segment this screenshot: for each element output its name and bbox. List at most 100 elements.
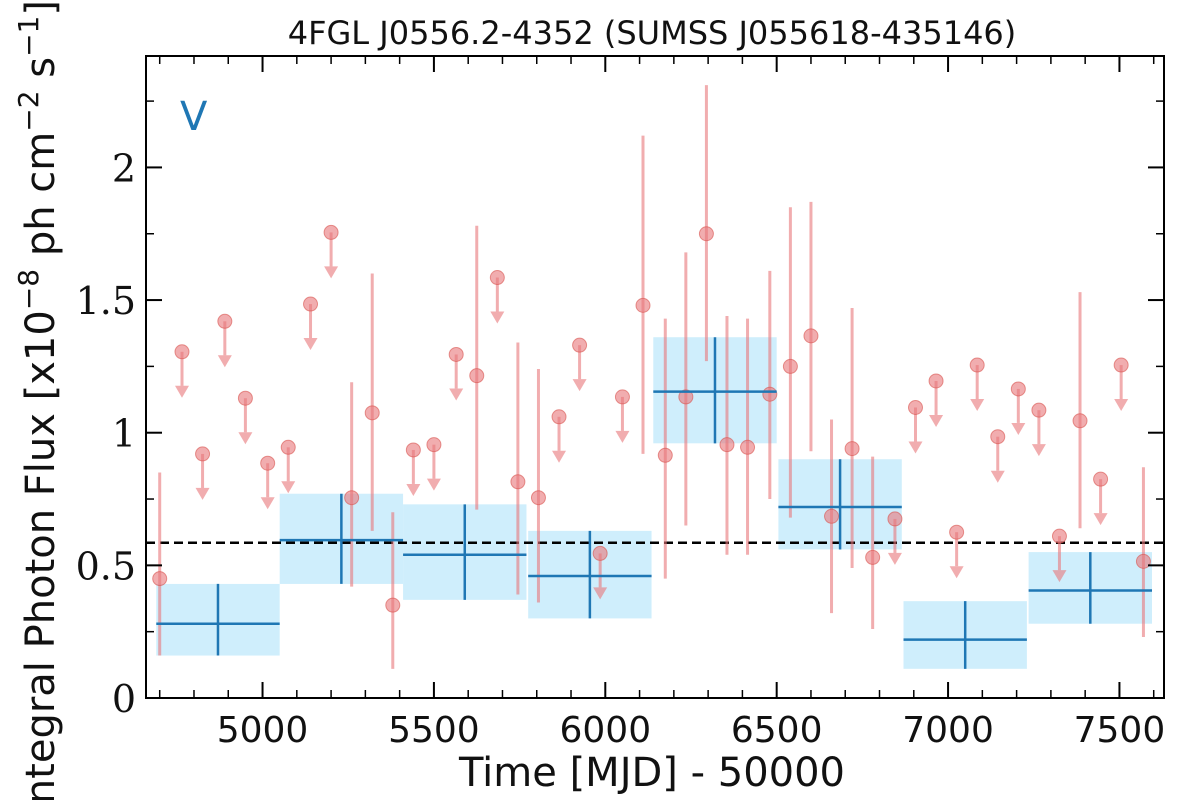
upper-limit-markers xyxy=(174,224,1129,600)
upper-limit-point-0 xyxy=(174,344,190,360)
upper-limit-arrowhead-25 xyxy=(1093,513,1108,526)
upper-limit-point-12 xyxy=(551,409,567,425)
detection-point-17 xyxy=(844,441,860,457)
upper-limit-arrowhead-26 xyxy=(1114,399,1129,412)
upper-limit-point-26 xyxy=(1113,357,1129,373)
upper-limit-point-15 xyxy=(614,389,630,405)
upper-limit-point-24 xyxy=(1051,528,1067,544)
upper-limit-arrowhead-20 xyxy=(970,399,985,412)
binned-uncertainty-bands xyxy=(156,337,1153,669)
upper-limit-point-13 xyxy=(572,337,588,353)
upper-limit-point-6 xyxy=(303,296,319,312)
chart-title: 4FGL J0556.2-4352 (SUMSS J055618-435146) xyxy=(288,14,1017,52)
upper-limit-point-19 xyxy=(949,524,965,540)
x-tick-label-4: 7000 xyxy=(902,710,994,751)
upper-limit-arrowhead-22 xyxy=(1011,422,1026,435)
detection-point-18 xyxy=(865,549,881,565)
upper-limit-arrowhead-9 xyxy=(426,478,441,491)
upper-limit-point-3 xyxy=(237,390,253,406)
upper-limit-arrowhead-8 xyxy=(406,483,421,496)
upper-limit-arrowhead-7 xyxy=(324,266,339,279)
detection-point-10 xyxy=(698,226,714,242)
x-tick-label-1: 5500 xyxy=(388,710,480,751)
upper-limit-arrowhead-24 xyxy=(1052,570,1067,583)
y-tick-label-2: 1 xyxy=(112,412,136,456)
upper-limit-point-17 xyxy=(907,400,923,416)
detection-point-4 xyxy=(469,368,485,384)
upper-limit-point-23 xyxy=(1031,402,1047,418)
upper-limit-arrowhead-18 xyxy=(929,414,944,427)
detection-point-1 xyxy=(344,490,360,506)
upper-limit-arrowhead-2 xyxy=(217,355,232,368)
upper-limit-arrowhead-3 xyxy=(238,432,253,445)
upper-limit-arrowhead-11 xyxy=(490,311,505,324)
upper-limit-point-20 xyxy=(969,357,985,373)
y-tick-label-4: 2 xyxy=(112,146,136,190)
x-tick-label-2: 6000 xyxy=(559,710,651,751)
y-axis-label-s: s xyxy=(18,57,64,91)
plot-frame xyxy=(145,55,1165,699)
detection-point-16 xyxy=(824,508,840,524)
upper-limit-point-25 xyxy=(1093,471,1109,487)
axis-tick-labels: 5000 5500 6000 6500 7000 7500 0 0.5 1 1.5 2 xyxy=(76,146,1166,751)
upper-limit-arrowhead-10 xyxy=(449,388,464,401)
upper-limit-arrowhead-12 xyxy=(552,450,567,463)
upper-limit-point-10 xyxy=(448,346,464,362)
detection-point-6 xyxy=(530,490,546,506)
upper-limit-point-21 xyxy=(990,429,1006,445)
detection-point-13 xyxy=(762,386,778,402)
y-tick-label-3: 1.5 xyxy=(76,279,136,323)
band-label: V xyxy=(180,94,208,140)
y-axis-label-end: ] xyxy=(18,0,64,16)
detection-point-0 xyxy=(152,571,168,587)
y-axis-label-sup-3: −1 xyxy=(12,16,45,57)
upper-limit-arrowhead-23 xyxy=(1031,444,1046,457)
upper-limit-arrowhead-16 xyxy=(887,552,902,565)
upper-limit-point-7 xyxy=(323,224,339,240)
upper-limit-point-2 xyxy=(217,313,233,329)
upper-limit-arrowhead-14 xyxy=(593,587,608,600)
y-axis-label-sup-2: −2 xyxy=(12,90,45,131)
upper-limit-arrowhead-19 xyxy=(949,566,964,579)
x-tick-label-0: 5000 xyxy=(217,710,309,751)
upper-limit-arrowhead-13 xyxy=(572,379,587,392)
y-axis-label-part: Integral Photon Flux [x10 xyxy=(18,310,64,800)
detection-point-12 xyxy=(740,439,756,455)
detection-point-14 xyxy=(782,358,798,374)
x-axis-label: Time [MJD] - 50000 xyxy=(458,750,845,796)
upper-limit-arrowhead-0 xyxy=(174,385,189,398)
upper-limit-point-16 xyxy=(887,511,903,527)
axis-ticks xyxy=(146,56,1164,699)
upper-limit-point-14 xyxy=(592,545,608,561)
upper-limit-point-22 xyxy=(1010,381,1026,397)
upper-limit-arrowhead-6 xyxy=(303,338,318,351)
detection-point-9 xyxy=(678,389,694,405)
detection-point-7 xyxy=(635,297,651,313)
upper-limit-point-4 xyxy=(260,455,276,471)
detection-point-15 xyxy=(803,328,819,344)
upper-limit-arrowhead-21 xyxy=(990,470,1005,483)
y-axis-label-mid: ph cm xyxy=(18,132,64,269)
upper-limit-arrowhead-15 xyxy=(615,430,630,443)
upper-limit-point-18 xyxy=(928,373,944,389)
upper-limit-arrowhead-5 xyxy=(281,481,296,494)
y-tick-label-1: 0.5 xyxy=(76,544,136,588)
upper-limit-arrowhead-4 xyxy=(260,497,275,510)
y-axis-label-sup-1: −8 xyxy=(12,269,45,310)
detection-point-11 xyxy=(719,437,735,453)
upper-limit-arrowhead-17 xyxy=(908,441,923,454)
x-tick-label-3: 6500 xyxy=(731,710,823,751)
upper-limit-point-1 xyxy=(195,446,211,462)
detection-point-8 xyxy=(657,447,673,463)
binned-crosses xyxy=(156,337,1153,669)
upper-limit-point-5 xyxy=(280,439,296,455)
detection-point-20 xyxy=(1135,553,1151,569)
y-axis-label: Integral Photon Flux [x10−8 ph cm−2 s−1] xyxy=(12,0,64,800)
detection-point-5 xyxy=(510,474,526,490)
upper-limit-point-11 xyxy=(489,270,505,286)
upper-limit-point-9 xyxy=(426,437,442,453)
x-tick-label-5: 7500 xyxy=(1074,710,1166,751)
detection-point-2 xyxy=(364,405,380,421)
detection-point-3 xyxy=(385,597,401,613)
